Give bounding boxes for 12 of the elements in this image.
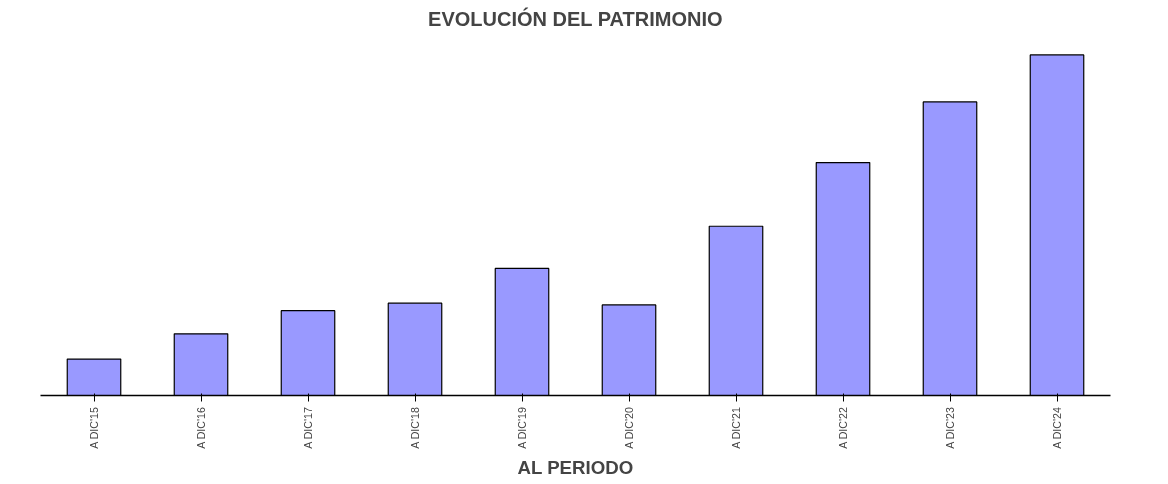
x-tick-label: A DIC'20: [623, 407, 635, 449]
x-axis-title: AL PERIODO: [517, 456, 634, 478]
x-tick-label: A DIC'21: [730, 407, 742, 449]
x-tick-label: A DIC'24: [1051, 407, 1063, 449]
chart-title: EVOLUCIÓN DEL PATRIMONIO: [428, 6, 723, 30]
x-tick-label: A DIC'23: [944, 407, 956, 449]
x-tick-label: A DIC'22: [837, 407, 849, 449]
x-tick-label: A DIC'19: [516, 407, 528, 449]
x-tick-label: A DIC'15: [88, 407, 100, 449]
x-tick-label: A DIC'18: [409, 407, 421, 449]
x-tick-label: A DIC'17: [302, 407, 314, 449]
x-tick-label: A DIC'16: [195, 407, 207, 449]
